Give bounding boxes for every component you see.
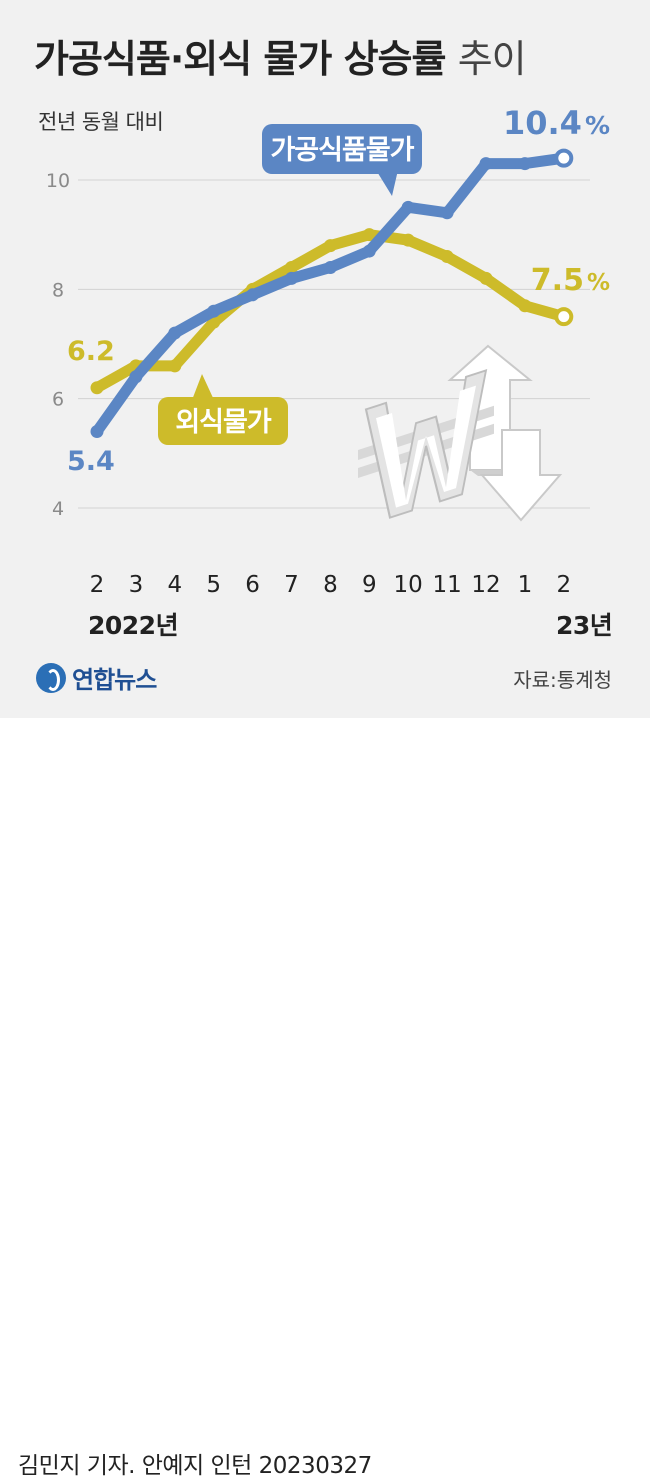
data-point — [323, 239, 337, 253]
x-tick-label: 8 — [323, 572, 338, 598]
y-tick-label: 10 — [46, 170, 70, 192]
x-tick-label: 9 — [362, 572, 377, 598]
credit-bar: 김민지 기자. 안예지 인턴 20230327 — [0, 718, 650, 1479]
chart-title-light: 추이 — [457, 37, 527, 81]
data-point — [323, 260, 337, 274]
yonhap-logo: 연합뉴스 — [36, 660, 157, 695]
y-tick-label: 8 — [52, 279, 64, 301]
logo-text: 연합뉴스 — [72, 666, 157, 694]
source-note: 자료:통계청 — [513, 668, 612, 692]
data-point — [168, 326, 182, 340]
x-tick-label: 2 — [90, 572, 105, 598]
x-tick-label: 5 — [206, 572, 221, 598]
data-point — [440, 250, 454, 264]
data-point — [168, 359, 182, 373]
data-point-end — [554, 148, 574, 168]
chart-subtitle: 전년 동월 대비 — [38, 110, 164, 134]
data-point — [401, 233, 415, 247]
data-point — [90, 381, 104, 395]
x-tick-label: 2 — [556, 572, 571, 598]
dining-out-end-label: 7.5% — [531, 263, 610, 298]
x-tick-label: 3 — [129, 572, 144, 598]
data-point — [246, 288, 260, 302]
data-point — [479, 271, 493, 285]
x-tick-label: 7 — [284, 572, 299, 598]
data-point — [90, 424, 104, 438]
processed-food-start-label: 5.4 — [67, 446, 115, 477]
svg-text:가공식품물가: 가공식품물가 — [270, 135, 414, 166]
x-tick-label: 1 — [518, 572, 533, 598]
data-point — [518, 157, 532, 171]
processed-food-callout: 가공식품물가 — [262, 124, 422, 196]
won-up-down-arrows-icon — [358, 344, 563, 522]
yonhap-logo-icon — [36, 662, 66, 693]
dining-out-callout: 외식물가 — [158, 374, 288, 445]
data-point — [401, 200, 415, 214]
x-tick-label: 11 — [432, 572, 461, 598]
data-point — [129, 370, 143, 384]
x-tick-label: 12 — [471, 572, 500, 598]
data-point — [518, 299, 532, 313]
dining-out-start-label: 6.2 — [67, 336, 115, 367]
data-point — [207, 304, 221, 318]
data-point — [285, 260, 298, 274]
data-point — [440, 206, 454, 220]
chart-title-bold: 가공식품·외식 물가 상승률 — [34, 37, 446, 81]
credit-text: 김민지 기자. 안예지 인턴 20230327 — [18, 1453, 372, 1479]
year-label-2023: 23년 — [556, 611, 613, 640]
data-point — [362, 244, 376, 258]
y-tick-label: 4 — [52, 498, 64, 520]
x-tick-label: 4 — [167, 572, 182, 598]
x-tick-label: 10 — [394, 572, 423, 598]
data-point — [362, 228, 376, 242]
chart-title: 가공식품·외식 물가 상승률 추이 — [34, 28, 527, 83]
data-point — [479, 157, 493, 171]
data-point — [285, 271, 298, 285]
year-label-2022: 2022년 — [88, 611, 179, 640]
svg-text:외식물가: 외식물가 — [175, 407, 272, 438]
processed-food-end-label: 10.4% — [503, 104, 610, 142]
data-point-end — [554, 307, 574, 327]
x-tick-label: 6 — [245, 572, 260, 598]
y-tick-label: 6 — [52, 389, 64, 411]
